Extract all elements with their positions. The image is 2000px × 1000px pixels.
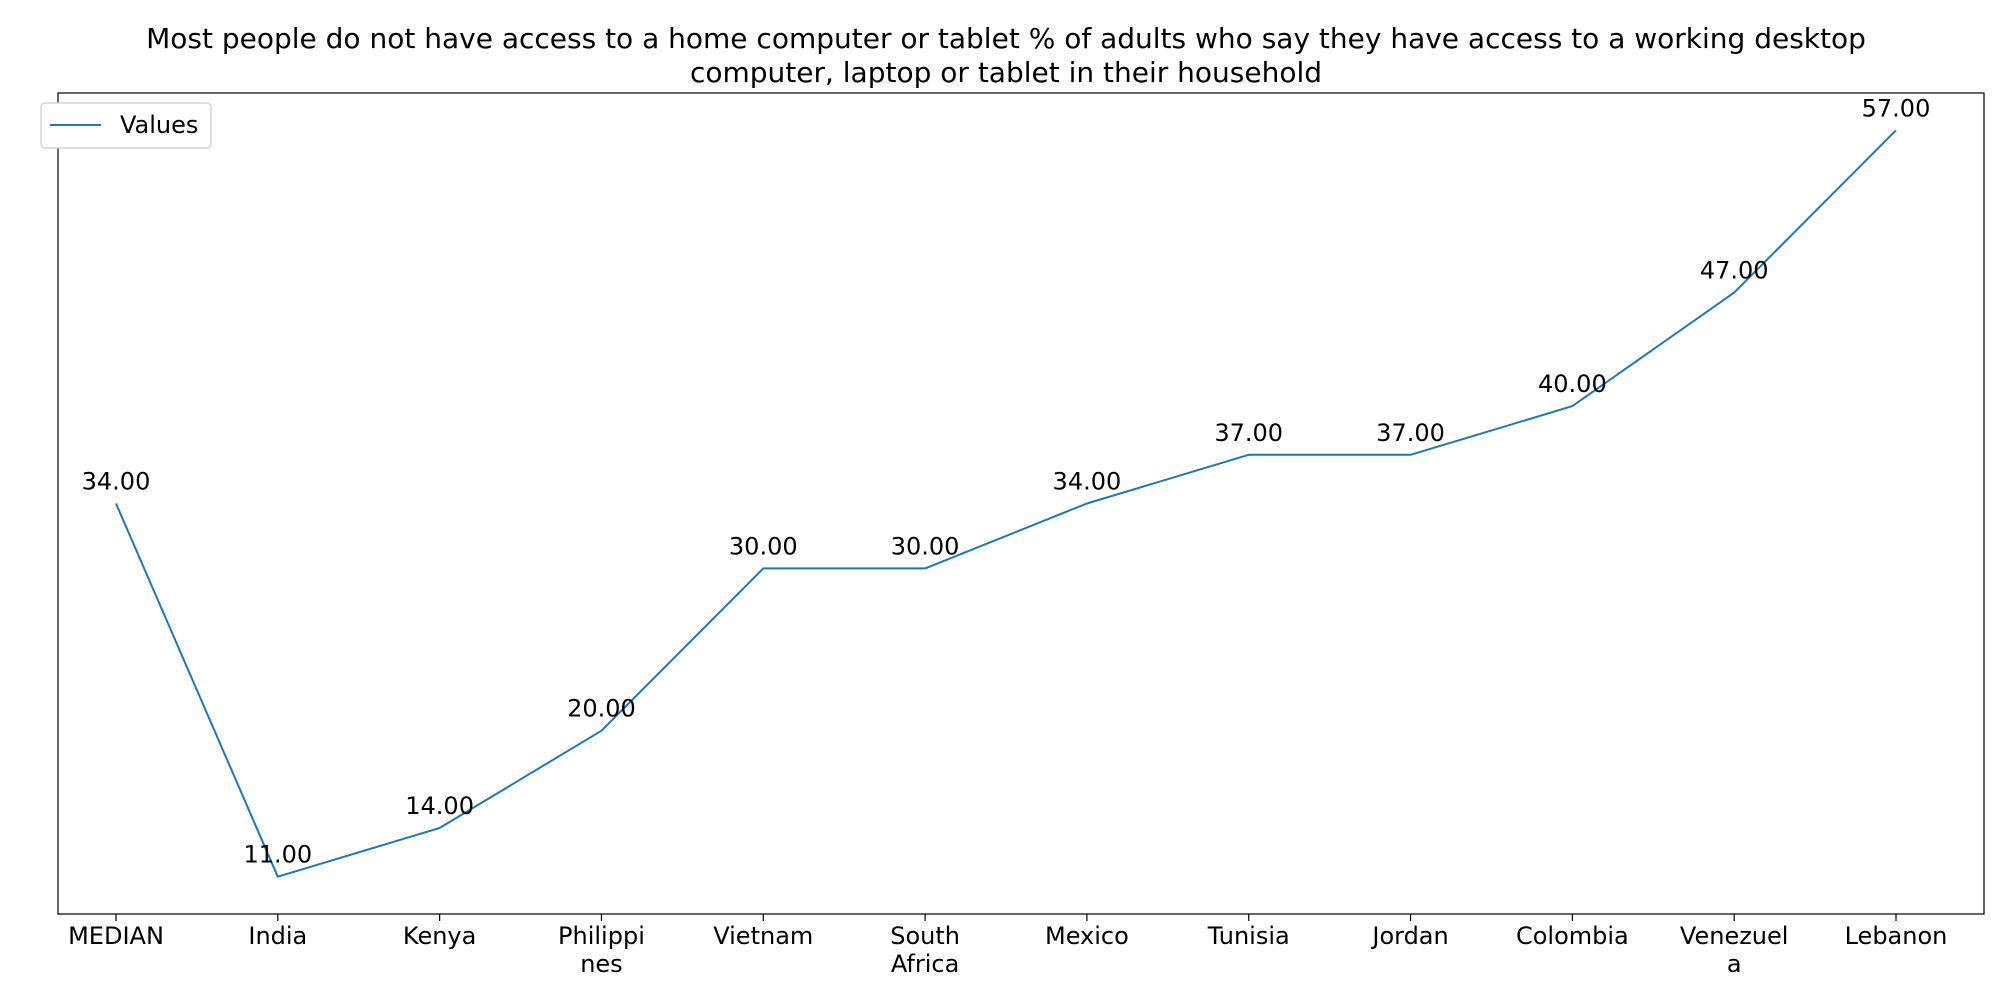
data-label: 20.00 <box>567 695 636 723</box>
data-label: 34.00 <box>1053 468 1122 496</box>
x-tick-label: MEDIAN <box>68 922 164 950</box>
plot-area-frame <box>57 92 1985 915</box>
series-group <box>115 129 1897 878</box>
data-label: 47.00 <box>1700 257 1769 285</box>
legend-box <box>40 102 212 149</box>
data-label: 14.00 <box>405 792 474 820</box>
data-label: 37.00 <box>1214 419 1283 447</box>
data-label: 40.00 <box>1538 370 1607 398</box>
chart-title: Most people do not have access to a home… <box>146 22 1866 89</box>
x-tick-label: Africa <box>891 950 959 978</box>
chart-title-line-2: computer, laptop or tablet in their hous… <box>690 56 1322 89</box>
data-label: 30.00 <box>891 532 960 560</box>
x-tick-label: Kenya <box>403 922 476 950</box>
data-labels-group: 34.00 11.00 14.00 20.00 30.00 30.00 34.00 37.00… <box>82 94 1931 868</box>
x-tick-label: Tunisia <box>1207 922 1290 950</box>
x-tick-label: South <box>890 922 960 950</box>
x-tick-label: Jordan <box>1370 922 1448 950</box>
x-tick-label: Colombia <box>1516 922 1629 950</box>
data-label: 57.00 <box>1862 94 1931 122</box>
data-label: 30.00 <box>729 532 798 560</box>
series-line-values <box>115 129 1897 878</box>
x-tick-label: nes <box>580 950 622 978</box>
data-label: 11.00 <box>243 841 312 869</box>
x-tick-label: Vietnam <box>713 922 813 950</box>
x-tick-label: Lebanon <box>1845 922 1948 950</box>
data-label: 37.00 <box>1376 419 1445 447</box>
x-tick-label: a <box>1727 950 1742 978</box>
data-label: 34.00 <box>82 468 151 496</box>
legend-label-values: Values <box>120 111 198 139</box>
chart-title-line-1: Most people do not have access to a home… <box>146 22 1866 55</box>
legend: Values <box>40 102 212 149</box>
x-tick-label: Venezuel <box>1680 922 1789 950</box>
x-tick-label: Mexico <box>1045 922 1129 950</box>
x-tick-label: Philippi <box>558 922 645 950</box>
x-tick-label: India <box>248 922 307 950</box>
